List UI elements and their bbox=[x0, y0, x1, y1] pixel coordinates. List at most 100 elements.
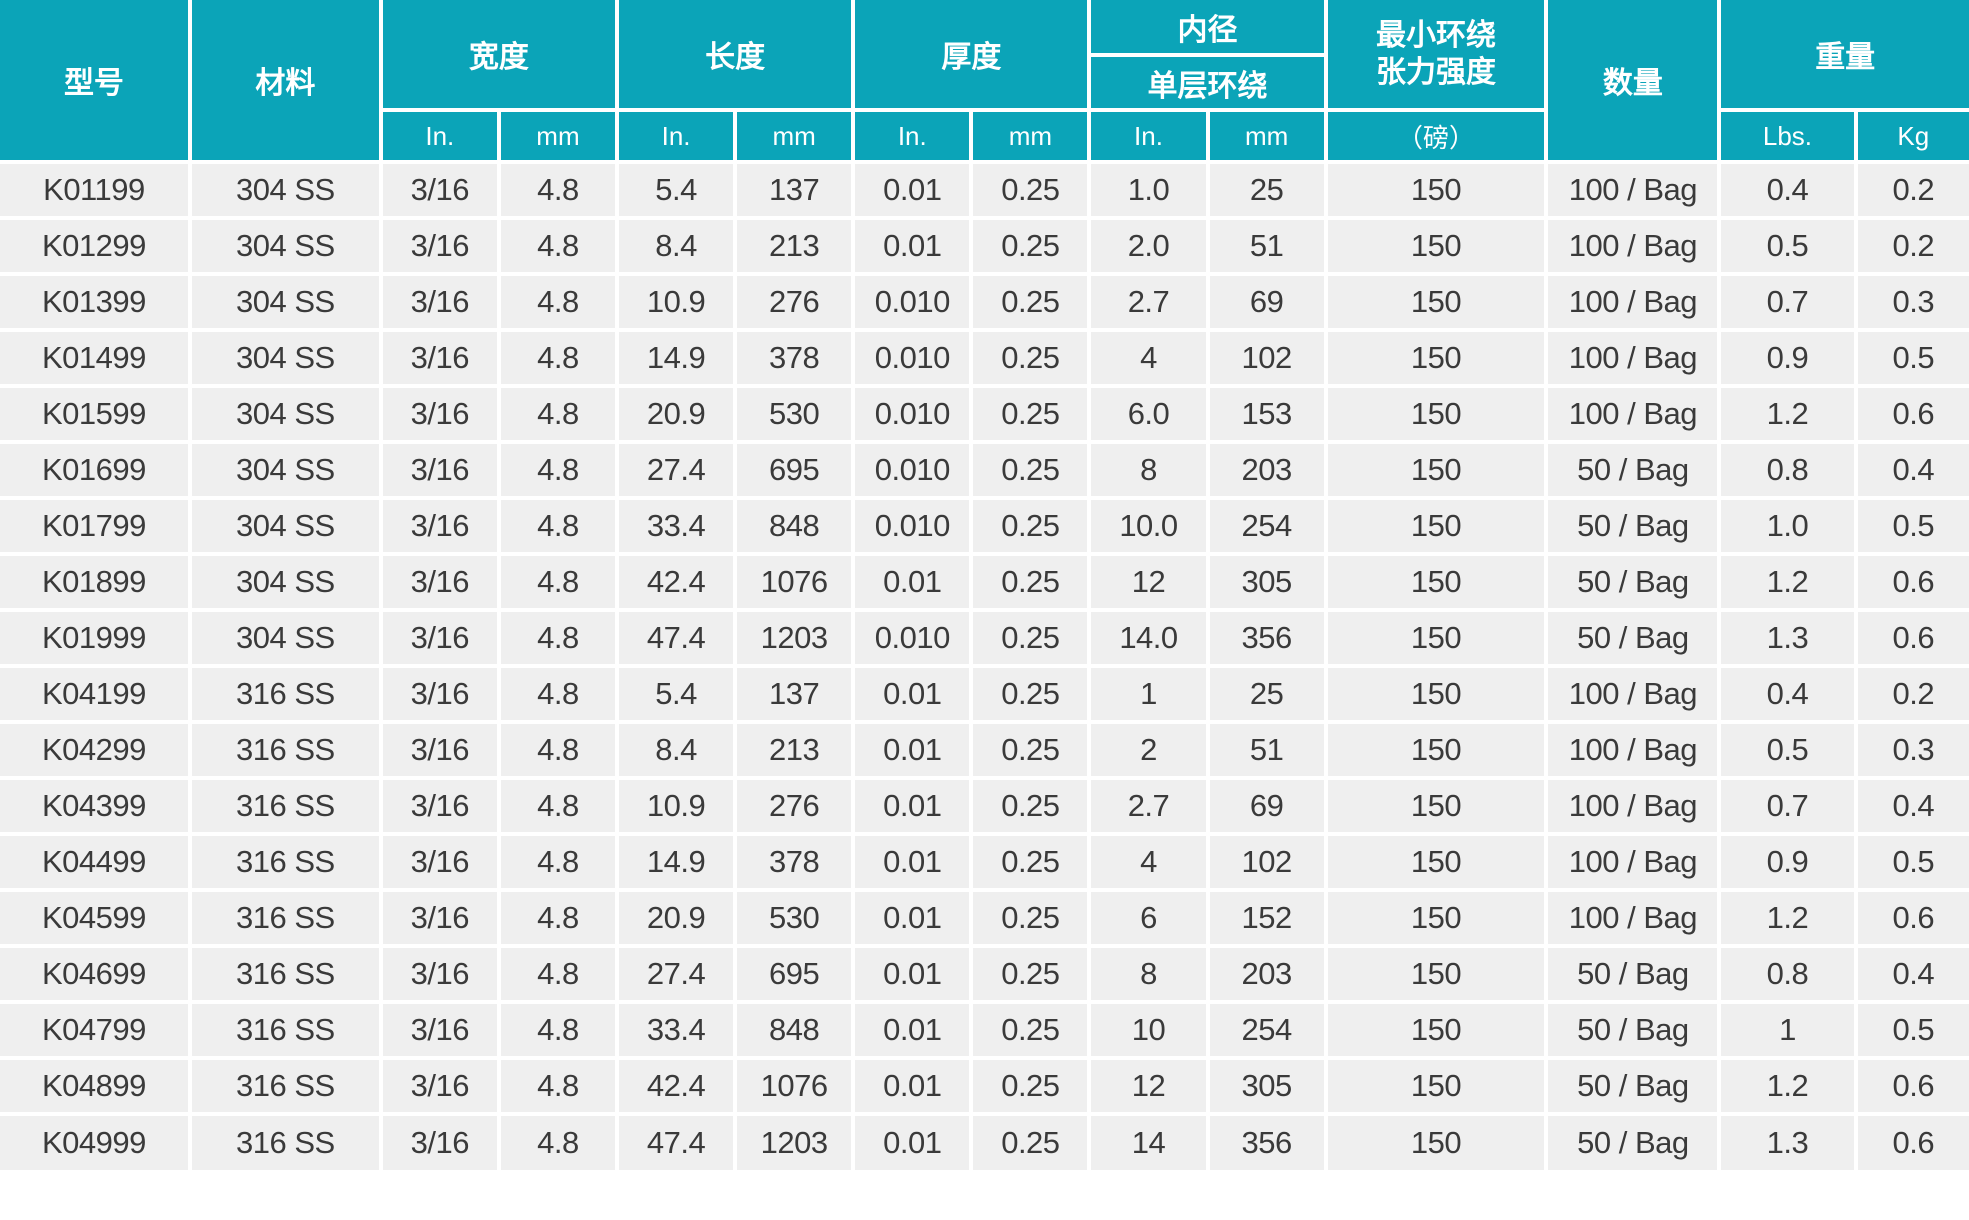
header-weight-lbs: Lbs. bbox=[1717, 108, 1858, 164]
cell: 316 SS bbox=[187, 832, 383, 892]
cell: 14 bbox=[1087, 1112, 1210, 1170]
cell: 2.7 bbox=[1087, 272, 1210, 332]
header-min-wrap-tensile-strength: 最小环绕 张力强度 bbox=[1323, 0, 1549, 112]
cell: 3/16 bbox=[378, 1112, 501, 1170]
cell: 25 bbox=[1205, 160, 1328, 220]
cell: 3/16 bbox=[378, 552, 501, 612]
header-width-in: In. bbox=[380, 108, 501, 164]
cell: 150 bbox=[1323, 944, 1549, 1004]
cell: 4.8 bbox=[496, 272, 620, 332]
cell: 304 SS bbox=[187, 328, 383, 388]
cell: 0.25 bbox=[969, 384, 1092, 444]
cell: 213 bbox=[733, 216, 856, 276]
cell: 150 bbox=[1323, 496, 1549, 556]
cell: 0.01 bbox=[851, 1000, 974, 1060]
cell: 137 bbox=[733, 160, 856, 220]
cell: 150 bbox=[1323, 384, 1549, 444]
cell: 10.9 bbox=[614, 776, 738, 836]
cell: 3/16 bbox=[378, 1000, 501, 1060]
cell: 4.8 bbox=[496, 776, 620, 836]
cell: 42.4 bbox=[614, 552, 738, 612]
cell: 0.25 bbox=[969, 720, 1092, 780]
cell: 150 bbox=[1323, 832, 1549, 892]
cell: 356 bbox=[1205, 608, 1328, 668]
cell: 152 bbox=[1205, 888, 1328, 948]
header-strength-pounds: （磅） bbox=[1323, 108, 1549, 164]
cell: K04399 bbox=[0, 776, 192, 836]
cell: 254 bbox=[1205, 1000, 1328, 1060]
cell: K04499 bbox=[0, 832, 192, 892]
cell: 150 bbox=[1323, 1056, 1549, 1116]
cell: 0.4 bbox=[1853, 944, 1969, 1004]
cell: 50 / Bag bbox=[1544, 1000, 1722, 1060]
cell: K04999 bbox=[0, 1112, 192, 1170]
header-weight-kg: Kg bbox=[1853, 108, 1969, 164]
cell: K01199 bbox=[0, 160, 192, 220]
cell: 20.9 bbox=[614, 384, 738, 444]
cell: 0.3 bbox=[1853, 272, 1969, 332]
cell: 0.8 bbox=[1717, 440, 1858, 500]
table-body: K01199 304 SS 3/16 4.8 5.4 137 0.01 0.25 1.0 25 15… bbox=[0, 160, 1969, 1170]
cell: K04199 bbox=[0, 664, 192, 724]
table-row: K01799 304 SS 3/16 4.8 33.4 848 0.010 0.25 10.0 2… bbox=[0, 496, 1969, 556]
cell: 304 SS bbox=[187, 496, 383, 556]
cell: 304 SS bbox=[187, 272, 383, 332]
cell: 0.25 bbox=[969, 496, 1092, 556]
cell: 0.4 bbox=[1853, 776, 1969, 836]
cell: 276 bbox=[733, 776, 856, 836]
cell: 150 bbox=[1323, 1112, 1549, 1170]
cell: 102 bbox=[1205, 832, 1328, 892]
cell: 3/16 bbox=[378, 664, 501, 724]
cell: 2.7 bbox=[1087, 776, 1210, 836]
cell: 50 / Bag bbox=[1544, 1112, 1722, 1170]
cell: 0.2 bbox=[1853, 160, 1969, 220]
cell: 4.8 bbox=[496, 216, 620, 276]
cell: 0.2 bbox=[1853, 664, 1969, 724]
cell: 2 bbox=[1087, 720, 1210, 780]
header-inner-diameter: 内径 bbox=[1087, 0, 1328, 57]
cell: 1 bbox=[1717, 1000, 1858, 1060]
cell: 0.010 bbox=[851, 384, 974, 444]
cell: 47.4 bbox=[614, 608, 738, 668]
header-thickness-mm: mm bbox=[969, 108, 1092, 164]
cell: 304 SS bbox=[187, 608, 383, 668]
cell: 100 / Bag bbox=[1544, 776, 1722, 836]
cell: 3/16 bbox=[378, 272, 501, 332]
cell: 20.9 bbox=[614, 888, 738, 948]
cell: 4 bbox=[1087, 832, 1210, 892]
cell: 1.3 bbox=[1717, 1112, 1858, 1170]
cell: 1076 bbox=[733, 1056, 856, 1116]
cell: 12 bbox=[1087, 552, 1210, 612]
cell: 4.8 bbox=[496, 496, 620, 556]
cell: 100 / Bag bbox=[1544, 272, 1722, 332]
cell: 316 SS bbox=[187, 664, 383, 724]
header-width: 宽度 bbox=[378, 0, 620, 112]
cell: 1 bbox=[1087, 664, 1210, 724]
cell: 33.4 bbox=[614, 496, 738, 556]
cell: 100 / Bag bbox=[1544, 888, 1722, 948]
cell: 50 / Bag bbox=[1544, 440, 1722, 500]
table-row: K01599 304 SS 3/16 4.8 20.9 530 0.010 0.25 6.0 15… bbox=[0, 384, 1969, 444]
cell: 254 bbox=[1205, 496, 1328, 556]
cell: 4.8 bbox=[496, 888, 620, 948]
cell: 8 bbox=[1087, 944, 1210, 1004]
cell: 378 bbox=[733, 832, 856, 892]
cell: 51 bbox=[1205, 216, 1328, 276]
cell: 0.010 bbox=[851, 440, 974, 500]
table-row: K04799 316 SS 3/16 4.8 33.4 848 0.01 0.25 10 254 1… bbox=[0, 1000, 1969, 1060]
cell: 4 bbox=[1087, 328, 1210, 388]
cell: 3/16 bbox=[378, 384, 501, 444]
cell: 0.25 bbox=[969, 888, 1092, 948]
cell: 0.6 bbox=[1853, 1056, 1969, 1116]
cell: 530 bbox=[733, 888, 856, 948]
table-header: 型号 材料 宽度 长度 厚度 内径 最小环绕 张力强度 数量 重量 单层环绕 I… bbox=[0, 0, 1969, 164]
cell: 1.0 bbox=[1717, 496, 1858, 556]
cell: 0.010 bbox=[851, 496, 974, 556]
cell: 0.7 bbox=[1717, 272, 1858, 332]
cell: 100 / Bag bbox=[1544, 384, 1722, 444]
cell: K01499 bbox=[0, 328, 192, 388]
cell: 2.0 bbox=[1087, 216, 1210, 276]
cell: 316 SS bbox=[187, 888, 383, 948]
cell: 150 bbox=[1323, 216, 1549, 276]
cell: 378 bbox=[733, 328, 856, 388]
